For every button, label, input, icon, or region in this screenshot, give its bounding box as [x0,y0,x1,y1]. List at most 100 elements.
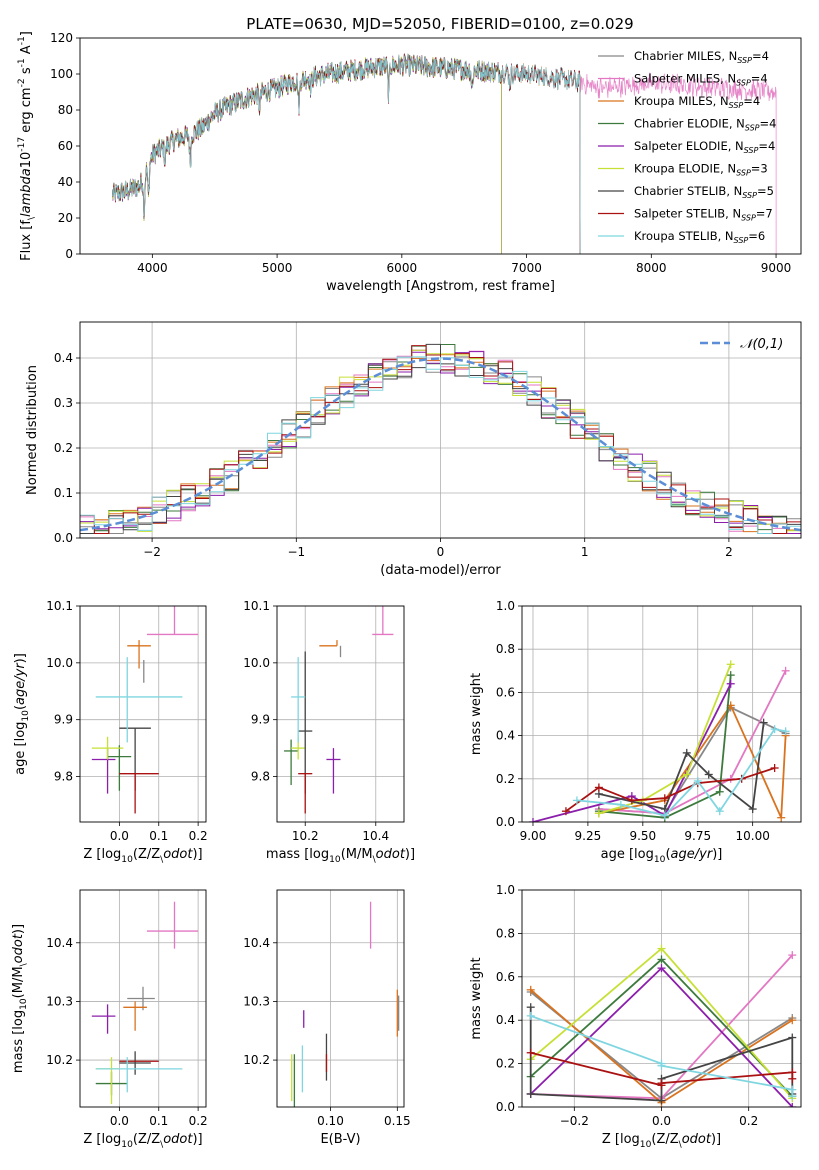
y-tick-label: 10.3 [243,994,270,1008]
legend-sub: SSP [736,79,751,88]
errorbar-point-8 [95,657,183,743]
legend-entry: Kroupa STELIB, NSSP=6 [634,229,765,245]
axes-weight_vs_Z: −0.2 0.0 0.2 0.0 0.2 0.4 0.6 0.8 1.0 Z [log10​(Z/… [469,883,802,1150]
y-tick-label: 0.2 [496,1057,515,1071]
label-span: )] [192,1132,202,1147]
axes-frame [276,605,405,823]
label-span: 10 [640,1140,652,1150]
legend-sub: SSP [741,214,756,223]
x-tick-label: 9.50 [629,829,656,843]
legend-entry: Salpeter ELODIE, NSSP=4 [634,139,775,155]
x-tick-label: 0.0 [110,1114,129,1128]
label-span: lambda [19,168,34,217]
legend-sub: SSP [742,191,757,200]
weight-marker [682,770,691,779]
y-tick-label: 80 [58,103,73,117]
y-tick-label: 0.8 [496,926,515,940]
label-span: 10 [121,1140,133,1150]
label-span: mass [log [11,1010,26,1073]
weight-marker [657,955,666,964]
y-tick-label: 120 [50,31,73,45]
x-axis-label: Z [log10​(Z/Z\​odot)] [83,847,202,865]
legend-text: =4 [760,117,777,131]
label-span: )] [405,847,415,862]
spectrum-line-3 [112,55,502,254]
y-axis-label: mass weight [469,673,484,755]
y-tick-label: 10.1 [46,599,73,613]
label-span: 10 [19,998,29,1010]
weight-marker [726,679,735,688]
weight-marker [788,1103,797,1107]
weight-marker [693,776,702,785]
label-span: )] [11,924,26,934]
plot-area-age_vs_Z [91,606,199,814]
label-span: (Z/Z [133,847,160,862]
x-tick-label: 0.2 [189,829,208,843]
weight-marker [594,809,603,818]
legend-text: =4 [751,72,768,86]
plot-area-spectrum [112,52,777,254]
label-span: ( [13,705,28,710]
label-span: odot [163,847,193,862]
label-span: 10 [19,152,34,169]
weight-marker [561,807,570,816]
label-span: 10 [21,710,31,722]
label-span: )] [192,847,202,862]
y-tick-label: 0.3 [54,396,73,410]
axes-frame [521,605,802,823]
errorbar-point-4 [326,748,341,794]
errorbar-point-2 [127,640,151,669]
y-tick-label: 0.0 [54,531,73,545]
spectrum-line-7 [112,53,581,254]
label-span: )] [712,847,722,862]
y-tick-label: 100 [50,67,73,81]
label-span: Flux [f [19,220,34,261]
spectrum-line-2 [112,53,581,254]
weight-marker [657,964,666,973]
label-span: age/yr [13,662,28,705]
label-span: 10 [654,855,666,865]
legend-sub: SSP [745,124,760,133]
y-axis-label: Flux [f\​lambda10-17​ erg cm-2​ s-1​ A-1… [17,31,37,261]
y-tick-label: 10.0 [46,656,73,670]
errorbar-point-3 [107,745,132,791]
label-span: \ [19,962,29,966]
axes-frame [276,889,405,1108]
errorbar-point-2 [123,1001,147,1031]
weight-marker [682,748,691,757]
x-tick-label: 0.0 [652,1114,671,1128]
label-span: Z [log [602,1132,640,1147]
weight-marker [526,1011,535,1020]
x-tick-label: 0.2 [189,1114,208,1128]
weight-marker [594,783,603,792]
weight-marker [526,1048,535,1057]
legend-sub: SSP [737,56,752,65]
errorbar-point-6 [298,651,313,794]
label-span: (Z/Z [651,1132,678,1147]
errorbar-point-7 [119,773,159,814]
plot-area-age_vs_mass [284,606,394,814]
hist-legend: 𝒩(0,1) [700,337,783,352]
weight-marker [770,764,779,772]
errorbar-point-2 [319,640,338,647]
x-tick-label: 9.75 [684,829,711,843]
legend-entry: Salpeter STELIB, NSSP=7 [634,207,773,223]
x-tick-label: 6000 [387,261,418,275]
legend-text: Kroupa STELIB, N [634,229,734,243]
label-span: -2 [17,78,27,87]
weight-marker [726,660,735,669]
label-span: 10 [121,855,133,865]
label-span: 10 [329,855,341,865]
x-axis-label: Z [log10​(Z/Z\​odot)] [83,1132,202,1150]
label-span: s [19,67,34,78]
weight-marker [526,985,535,994]
plot-area-weight_vs_Z [526,944,797,1107]
label-span: age [log [13,722,28,775]
weight-marker [657,1079,666,1088]
weight-line-1 [598,670,787,815]
label-span: mass [log [266,847,329,862]
label-span: mass weight [469,957,484,1039]
label-span: Z [log [83,847,121,862]
label-span: odot [682,1132,712,1147]
